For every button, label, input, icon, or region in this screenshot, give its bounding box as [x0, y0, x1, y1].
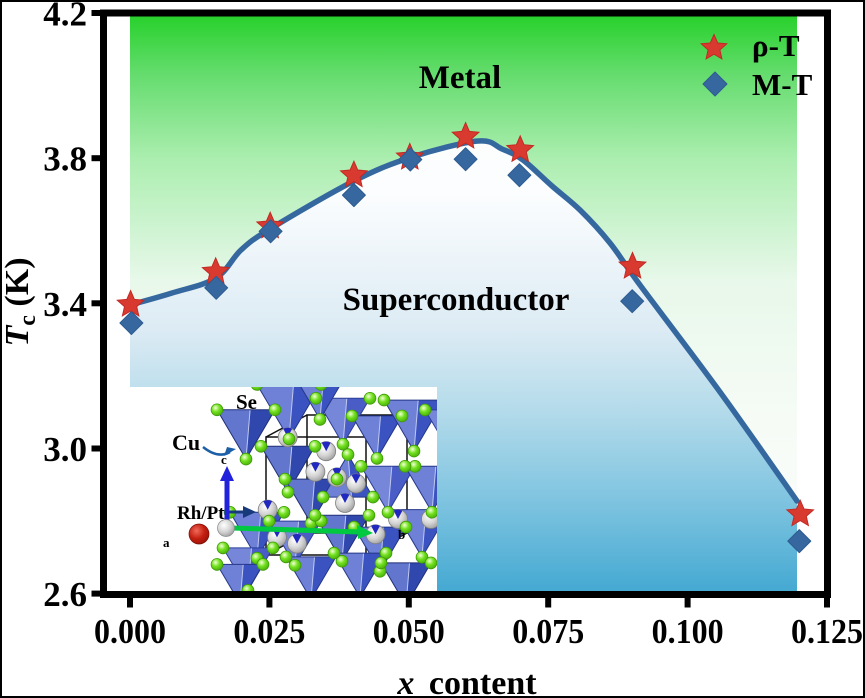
svg-text:0.075: 0.075	[512, 612, 584, 651]
svg-text:Cu: Cu	[172, 430, 200, 455]
svg-text:x content: x content	[396, 665, 537, 698]
svg-text:0.100: 0.100	[652, 612, 724, 651]
svg-text:0.000: 0.000	[94, 612, 166, 651]
svg-text:Se: Se	[236, 390, 257, 414]
svg-text:3.8: 3.8	[43, 140, 87, 179]
svg-text:0.050: 0.050	[373, 612, 445, 651]
svg-text:Tc (K): Tc (K)	[0, 257, 41, 346]
svg-text:c: c	[221, 452, 227, 467]
svg-text:Rh/Pt: Rh/Pt	[177, 503, 225, 524]
svg-text:3.0: 3.0	[43, 430, 87, 469]
svg-text:3.4: 3.4	[43, 285, 87, 324]
svg-text:Metal: Metal	[419, 60, 501, 96]
svg-text:b: b	[398, 527, 405, 542]
svg-text:ρ-T: ρ-T	[752, 28, 800, 63]
svg-text:0.125: 0.125	[791, 612, 863, 651]
svg-text:4.2: 4.2	[43, 0, 87, 34]
svg-text:0.025: 0.025	[233, 612, 305, 651]
svg-text:2.6: 2.6	[43, 575, 87, 614]
svg-text:Superconductor: Superconductor	[343, 282, 570, 318]
svg-text:a: a	[163, 535, 170, 550]
svg-text:M-T: M-T	[752, 67, 813, 102]
